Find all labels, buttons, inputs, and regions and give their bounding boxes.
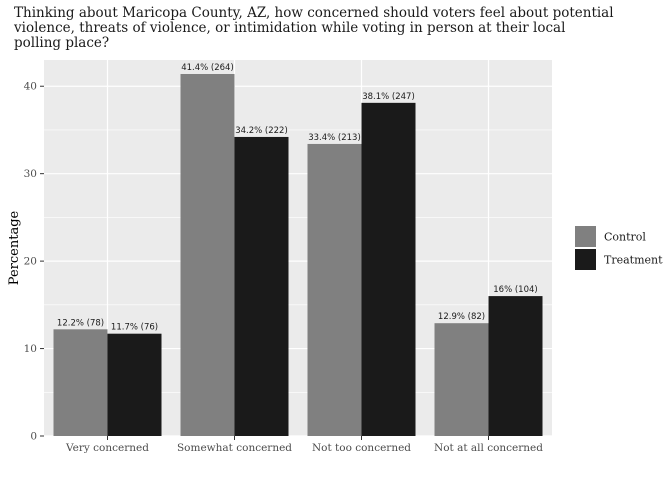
chart-title-line: polling place?: [14, 35, 109, 51]
data-label: 34.2% (222): [235, 126, 288, 136]
data-label: 12.2% (78): [57, 318, 104, 328]
y-axis-title: Percentage: [7, 210, 22, 285]
legend-label: Control: [604, 231, 646, 244]
x-tick-label: Very concerned: [65, 442, 149, 454]
data-label: 33.4% (213): [308, 133, 361, 143]
chart-title-line: Thinking about Maricopa County, AZ, how …: [14, 5, 614, 21]
y-tick-label: 30: [24, 168, 37, 180]
y-tick-label: 0: [30, 431, 37, 443]
bars: [53, 73, 543, 437]
x-tick-label: Not at all concerned: [434, 442, 543, 454]
data-label: 16% (104): [493, 285, 537, 295]
bar-treatment: [488, 296, 543, 436]
legend-key-treatment: [575, 249, 596, 270]
data-label: 12.9% (82): [438, 312, 485, 322]
bar-treatment: [107, 333, 162, 436]
x-tick-label: Somewhat concerned: [177, 442, 292, 454]
bar-treatment: [361, 102, 416, 437]
bar-treatment: [234, 136, 289, 436]
legend-label: Treatment: [604, 254, 663, 267]
bar-control: [180, 73, 235, 437]
y-tick-label: 20: [24, 256, 37, 268]
bar-control: [307, 143, 362, 436]
bar-control: [434, 323, 489, 436]
data-label: 11.7% (76): [111, 323, 158, 333]
x-axis: Very concerned Somewhat concerned Not too …: [65, 436, 543, 454]
chart-title-line: violence, threats of violence, or intimi…: [13, 20, 565, 36]
legend: Control Treatment: [575, 226, 663, 270]
data-label: 38.1% (247): [362, 92, 415, 102]
y-axis: 0 10 20 30 40: [24, 81, 44, 443]
y-tick-label: 10: [24, 343, 37, 355]
x-tick-label: Not too concerned: [312, 442, 411, 454]
chart-title: Thinking about Maricopa County, AZ, how …: [13, 5, 614, 51]
data-label: 41.4% (264): [181, 63, 234, 73]
legend-key-control: [575, 226, 596, 247]
bar-control: [53, 329, 108, 436]
data-labels: 12.2% (78) 41.4% (264) 33.4% (213) 12.9% (8…: [57, 63, 538, 333]
y-tick-label: 40: [24, 81, 37, 93]
